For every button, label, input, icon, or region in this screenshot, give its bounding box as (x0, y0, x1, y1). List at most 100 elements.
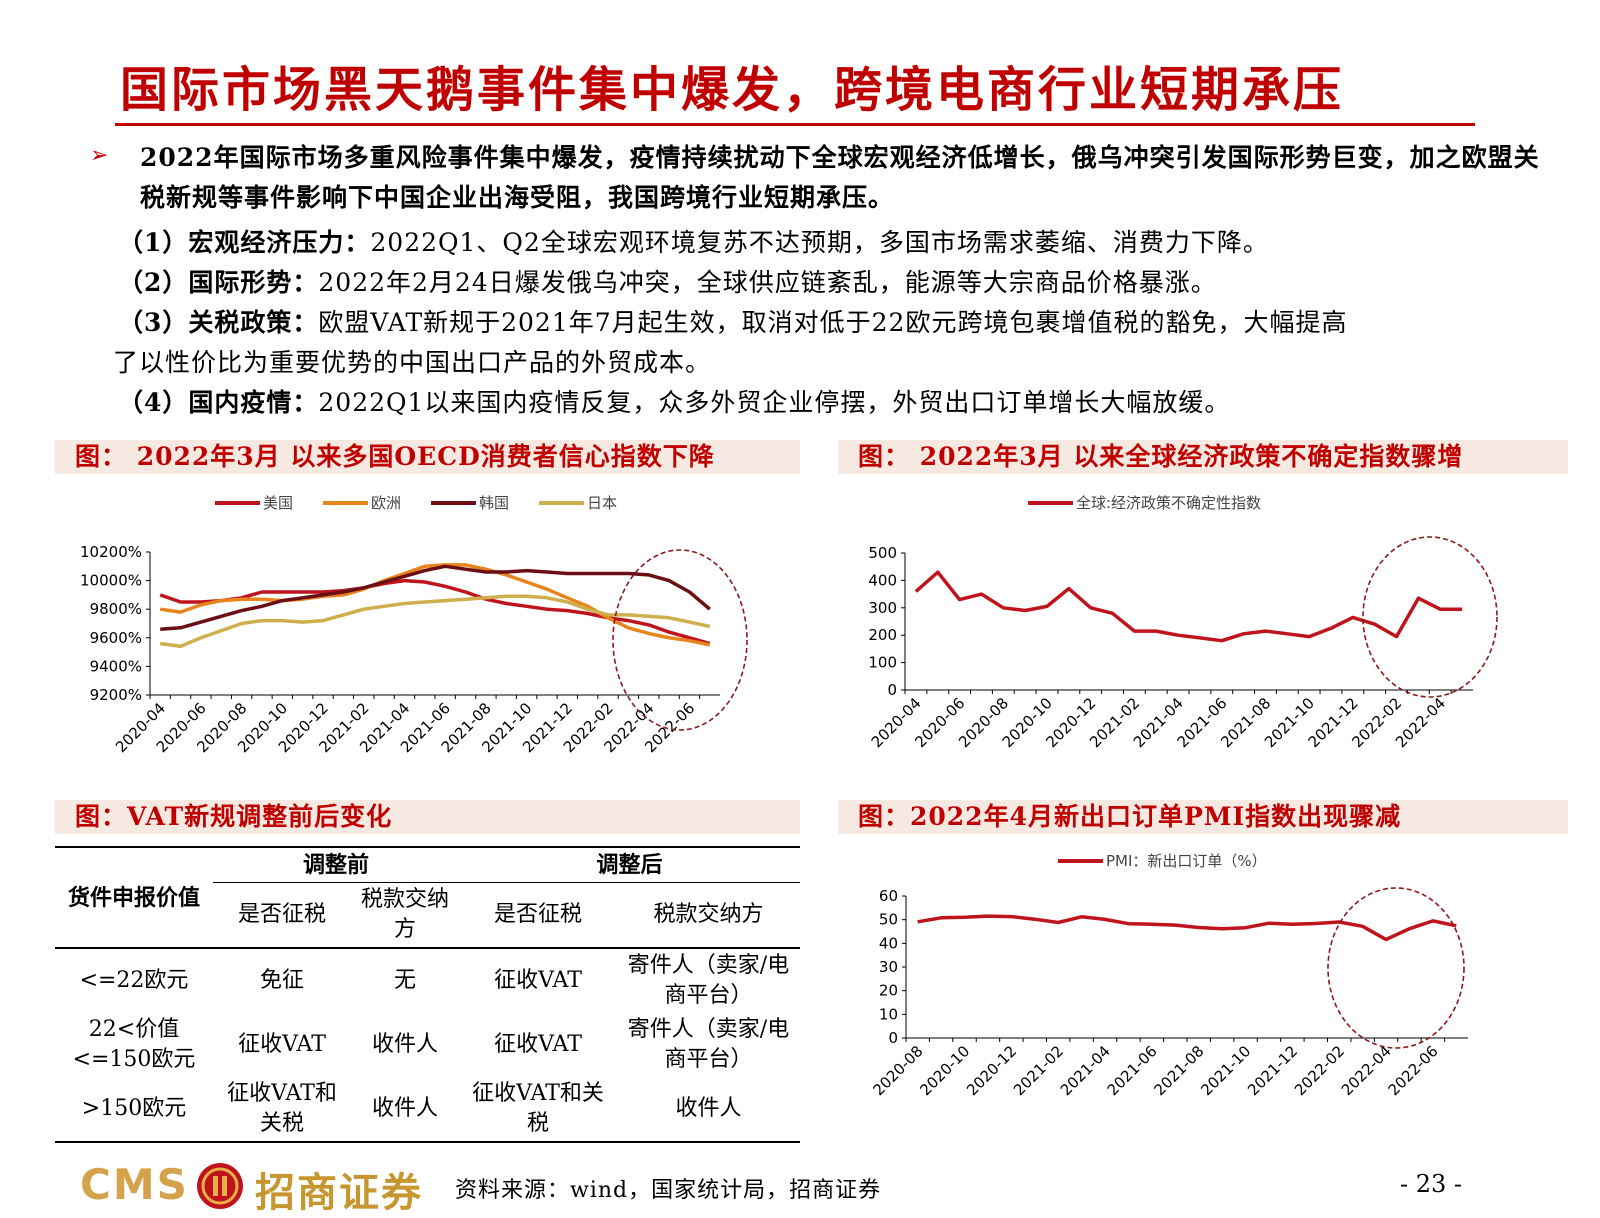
table-cell: 征收VAT (494, 1032, 582, 1057)
x-tick-label: 2022-02 (1291, 1042, 1348, 1099)
y-tick-label: 10 (879, 1005, 898, 1023)
point-tariff: （3）关税政策：欧盟VAT新规于2021年7月起生效，取消对低于22欧元跨境包裹… (118, 303, 1347, 343)
table-cell: 寄件人（卖家/电商平台） (627, 1017, 790, 1072)
legend-label: PMI：新出口订单（%） (1106, 852, 1267, 870)
x-tick-label: 2022-04 (1338, 1042, 1395, 1099)
series-line (160, 564, 711, 631)
point-text: 2022年2月24日爆发俄乌冲突，全球供应链紊乱，能源等大宗商品价格暴涨。 (318, 268, 1217, 297)
vat-change-table: 货件申报价值 调整前 调整后 是否征税 税款交纳方 是否征税 税款交纳方 <=2… (55, 846, 800, 1143)
subheader: 是否征税 (493, 902, 582, 927)
figure-title-oecd: 图： 2022年3月 以来多国OECD消费者信心指数下降 (75, 442, 715, 471)
table-cell: >150欧元 (81, 1096, 187, 1121)
y-tick-label: 40 (879, 934, 898, 952)
pmi-export-orders-chart: 01020304050602020-082020-102020-122021-0… (869, 852, 1468, 1099)
figure-title-pmi: 图：2022年4月新出口订单PMI指数出现骤减 (858, 802, 1402, 831)
table-cell: 征收VAT和关税 (227, 1081, 337, 1136)
subheader: 是否征税 (237, 902, 326, 927)
table-cell: 收件人 (371, 1096, 438, 1121)
point-label: （2）国际形势： (118, 268, 319, 297)
figure-title-bar: 图： 2022年3月 以来多国OECD消费者信心指数下降 (55, 440, 800, 474)
y-tick-label: 9200% (90, 686, 142, 704)
y-tick-label: 500 (868, 544, 897, 562)
y-tick-label: 10200% (80, 543, 142, 561)
col-declared-value: 货件申报价值 (55, 847, 213, 949)
highlight-ellipse (1327, 887, 1465, 1049)
table-row: >150欧元 征收VAT和关税 收件人 征收VAT和关税 收件人 (55, 1077, 800, 1142)
data-source-note: 资料来源：wind，国家统计局，招商证券 (455, 1178, 882, 1203)
figure-title-bar: 图：VAT新规调整前后变化 (55, 800, 800, 834)
figure-title-bar: 图： 2022年3月 以来全球经济政策不确定指数骤增 (838, 440, 1568, 474)
y-tick-label: 200 (868, 626, 897, 644)
legend-label: 美国 (263, 494, 293, 512)
x-tick-label: 2021-06 (1104, 1042, 1161, 1099)
y-tick-label: 0 (887, 681, 897, 699)
y-tick-label: 50 (879, 911, 898, 929)
title-underline (115, 123, 1475, 126)
x-tick-label: 2021-04 (1057, 1042, 1114, 1099)
page-number: - 23 - (1400, 1170, 1463, 1198)
point-label: （1）宏观经济压力： (118, 228, 371, 257)
bullet-arrow-icon: ➢ (90, 143, 109, 168)
table-cell: 寄件人（卖家/电商平台） (627, 953, 790, 1008)
table-cell: 无 (393, 968, 416, 993)
table-cell: 22<价值<=150欧元 (72, 1017, 196, 1072)
subheader: 税款交纳方 (360, 887, 449, 942)
table-cell: <=22欧元 (79, 968, 189, 993)
y-tick-label: 30 (879, 958, 898, 976)
y-tick-label: 300 (868, 599, 897, 617)
y-tick-label: 100 (868, 654, 897, 672)
point-label: （4）国内疫情： (118, 388, 319, 417)
series-line (159, 563, 711, 647)
point-text: 2022Q1、Q2全球宏观环境复苏不达预期，多国市场需求萎缩、消费力下降。 (370, 228, 1269, 257)
group-after: 调整后 (459, 847, 800, 883)
x-tick-label: 2020-12 (963, 1042, 1020, 1099)
figure-title-vat: 图：VAT新规调整前后变化 (75, 802, 393, 831)
oecd-confidence-chart: 9200%9400%9600%9800%10000%10200%2020-042… (80, 494, 748, 756)
logo-cms: CMS (80, 1160, 189, 1209)
legend-label: 全球:经济政策不确定性指数 (1076, 494, 1261, 512)
y-tick-label: 400 (868, 571, 897, 589)
figure-title-bar: 图：2022年4月新出口订单PMI指数出现骤减 (838, 800, 1568, 834)
series-line (159, 578, 711, 646)
table-cell: 征收VAT和关税 (472, 1081, 604, 1136)
legend-label: 日本 (587, 494, 617, 512)
y-tick-label: 10000% (80, 572, 142, 590)
figure-title-uncertainty: 图： 2022年3月 以来全球经济政策不确定指数骤增 (858, 442, 1464, 471)
x-tick-label: 2022-06 (1385, 1042, 1442, 1099)
subheader: 税款交纳方 (653, 902, 764, 927)
y-tick-label: 20 (879, 982, 898, 1000)
table-cell: 收件人 (371, 1032, 438, 1057)
x-tick-label: 2021-12 (1244, 1042, 1301, 1099)
logo-chinese-name: 招商证券 (255, 1169, 423, 1216)
legend-label: 欧洲 (371, 494, 401, 512)
point-text: 欧盟VAT新规于2021年7月起生效，取消对低于22欧元跨境包裹增值税的豁免，大… (318, 308, 1348, 337)
table-row: 22<价值<=150欧元 征收VAT 收件人 征收VAT 寄件人（卖家/电商平台… (55, 1013, 800, 1077)
series-line (917, 914, 1457, 942)
point-geopolitics: （2）国际形势：2022年2月24日爆发俄乌冲突，全球供应链紊乱，能源等大宗商品… (118, 263, 1217, 303)
y-tick-label: 0 (888, 1029, 898, 1047)
y-tick-label: 9600% (90, 629, 142, 647)
point-label: （3）关税政策： (118, 308, 319, 337)
page-title: 国际市场黑天鹅事件集中爆发，跨境电商行业短期承压 (120, 62, 1345, 118)
x-tick-label: 2021-08 (1150, 1042, 1207, 1099)
group-before: 调整前 (213, 847, 459, 883)
x-tick-label: 2020-10 (916, 1042, 973, 1099)
point-text: 2022Q1以来国内疫情反复，众多外贸企业停摆，外贸出口订单增长大幅放缓。 (318, 388, 1231, 417)
table-cell: 征收VAT (494, 968, 582, 993)
uncertainty-index-chart: 01002003004005002020-042020-062020-08202… (868, 494, 1498, 751)
point-epidemic: （4）国内疫情：2022Q1以来国内疫情反复，众多外贸企业停摆，外贸出口订单增长… (118, 383, 1230, 423)
y-tick-label: 9400% (90, 657, 142, 675)
y-tick-label: 9800% (90, 600, 142, 618)
highlight-ellipse (1362, 536, 1498, 698)
legend-label: 韩国 (479, 494, 509, 512)
table-row: <=22欧元 免征 无 征收VAT 寄件人（卖家/电商平台） (55, 948, 800, 1013)
series-line (914, 570, 1463, 643)
x-tick-label: 2021-10 (1197, 1042, 1254, 1099)
y-tick-label: 60 (879, 887, 898, 905)
x-tick-label: 2021-02 (1010, 1042, 1067, 1099)
point-tariff-continued: 了以性价比为重要优势的中国出口产品的外贸成本。 (113, 348, 712, 377)
table-cell: 收件人 (675, 1096, 742, 1121)
table-cell: 征收VAT (238, 1032, 326, 1057)
series-line (159, 594, 711, 649)
point-macro: （1）宏观经济压力：2022Q1、Q2全球宏观环境复苏不达预期，多国市场需求萎缩… (118, 223, 1269, 263)
